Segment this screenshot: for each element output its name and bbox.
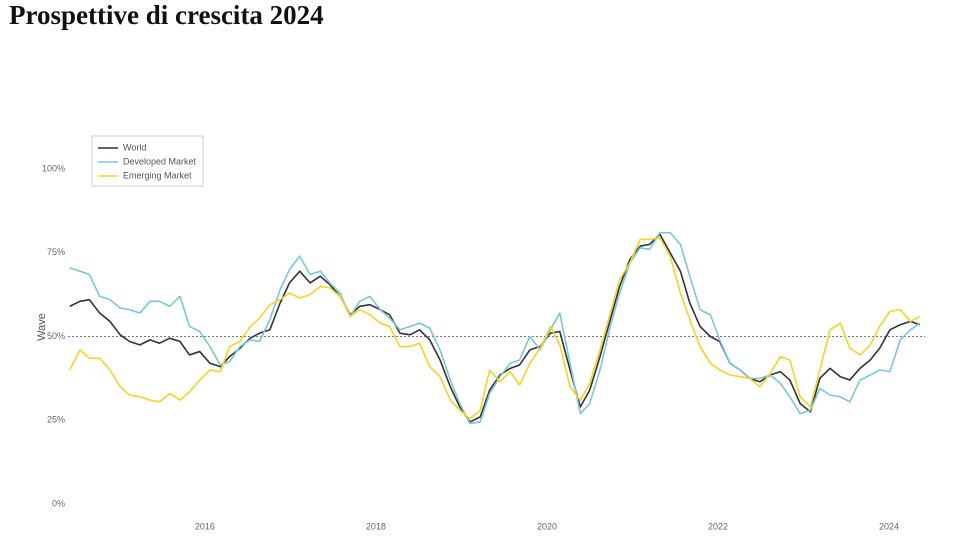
x-tick-label: 2024	[879, 521, 899, 531]
legend-box	[91, 135, 204, 187]
y-tick-label: 25%	[47, 415, 65, 425]
legend-label: Emerging Market	[123, 170, 192, 180]
y-tick-label: 100%	[42, 163, 65, 173]
legend-label: World	[123, 142, 146, 152]
x-tick-label: 2018	[366, 521, 386, 531]
y-axis-label: Wave	[36, 313, 48, 341]
x-tick-label: 2016	[195, 521, 215, 531]
series-line	[69, 231, 921, 425]
series-line	[68, 236, 921, 420]
x-tick-label: 2020	[537, 521, 557, 531]
chart-title: Prospettive di crescita 2024	[9, 0, 324, 30]
x-tick-label: 2022	[708, 521, 728, 531]
y-tick-label: 0%	[52, 498, 65, 508]
legend-label: Developed Market	[123, 156, 197, 166]
y-tick-label: 75%	[47, 247, 65, 257]
series-line	[69, 233, 921, 423]
y-tick-label: 50%	[47, 331, 65, 341]
